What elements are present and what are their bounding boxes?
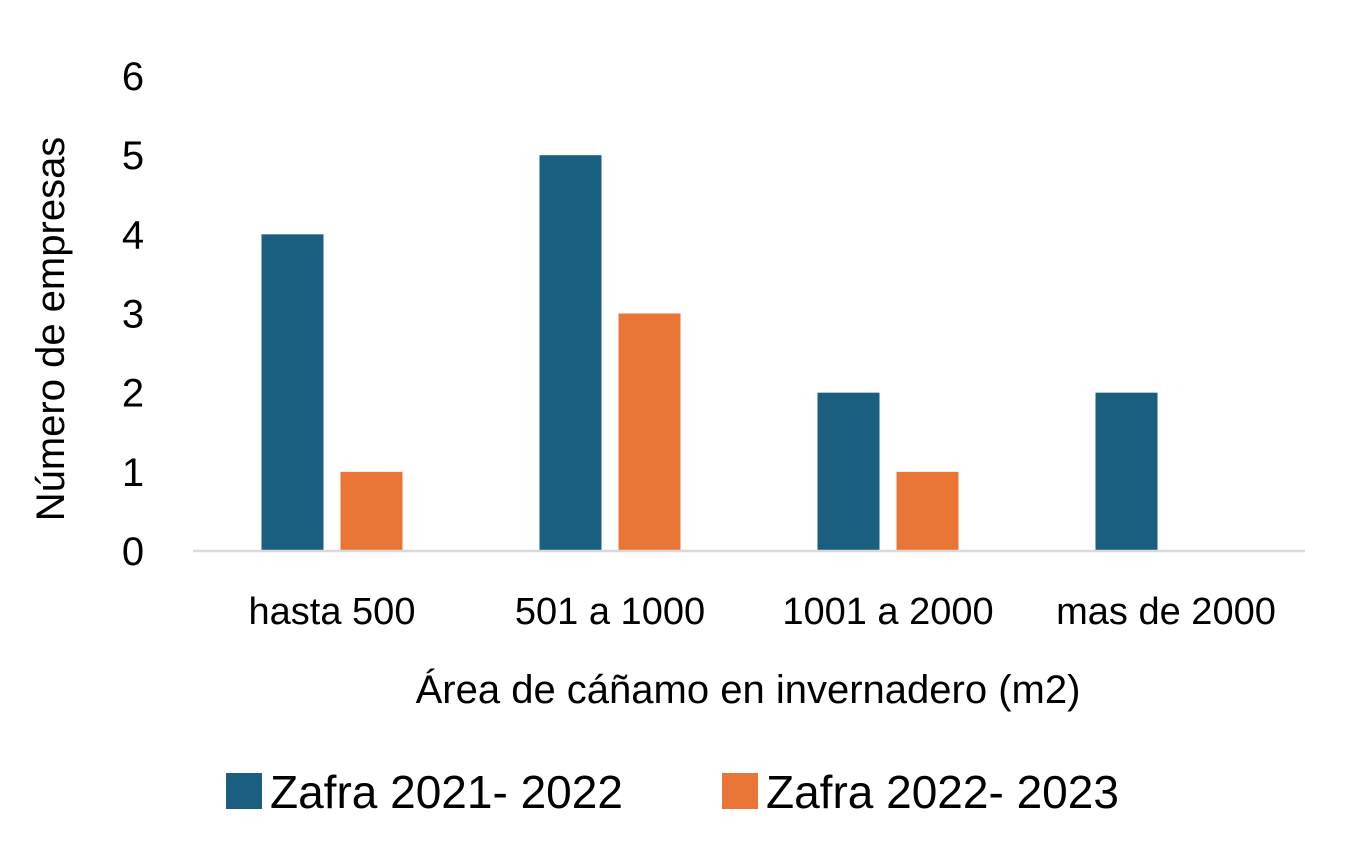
legend-swatch: [722, 773, 758, 809]
x-axis-category-labels: hasta 500 501 a 1000 1001 a 2000 mas de 200…: [249, 591, 1276, 633]
y-tick-label: 1: [122, 451, 144, 495]
x-category-label: 501 a 1000: [515, 591, 705, 633]
legend-label: Zafra 2022- 2023: [766, 766, 1119, 818]
bars: [261, 155, 1158, 552]
legend-swatch: [226, 773, 262, 809]
bar-2-1: [340, 471, 403, 551]
x-category-label: hasta 500: [249, 591, 416, 633]
bar-1-4: [1095, 392, 1158, 551]
y-tick-label: 4: [122, 213, 144, 257]
y-tick-label: 2: [122, 372, 144, 416]
x-axis-title: Área de cáñamo en invernadero (m2): [416, 667, 1081, 712]
y-tick-label: 5: [122, 134, 144, 178]
bar-1-1: [261, 234, 324, 552]
y-axis-ticks: 0 1 2 3 4 5 6: [122, 55, 144, 574]
legend: Zafra 2021- 2022 Zafra 2022- 2023: [226, 766, 1119, 818]
y-tick-label: 6: [122, 55, 144, 99]
legend-label: Zafra 2021- 2022: [270, 766, 623, 818]
x-category-label: mas de 2000: [1056, 591, 1276, 633]
y-axis-title: Número de empresas: [29, 137, 73, 522]
bar-2-3: [896, 471, 959, 551]
bar-1-2: [539, 155, 602, 551]
bar-2-2: [618, 313, 681, 551]
y-tick-label: 3: [122, 293, 144, 337]
bar-1-3: [817, 392, 880, 551]
x-category-label: 1001 a 2000: [782, 591, 993, 633]
y-tick-label: 0: [122, 530, 144, 574]
